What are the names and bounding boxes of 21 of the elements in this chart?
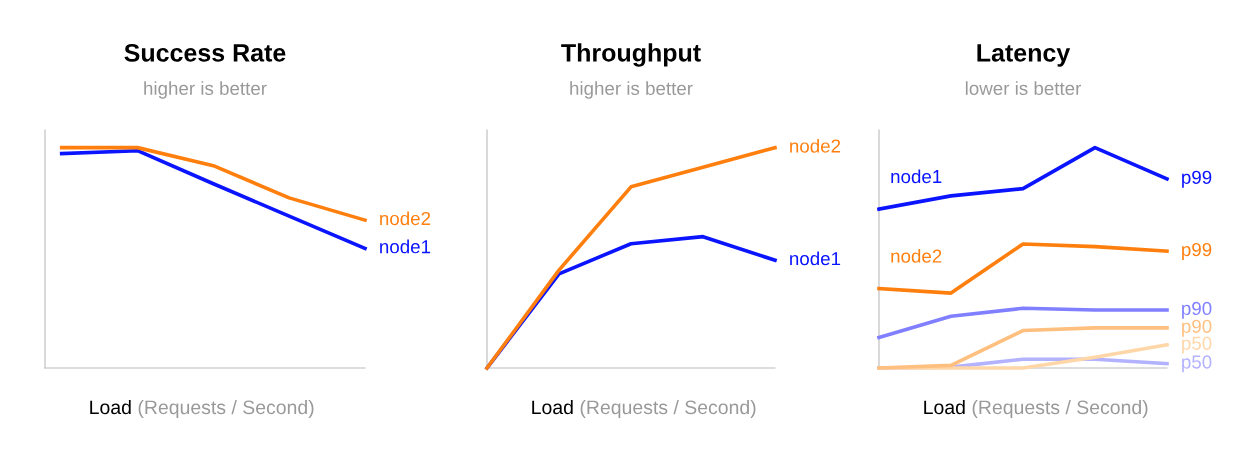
series-label: p50 (1182, 336, 1212, 354)
series-label: node2 (790, 138, 841, 153)
series-label: node2 (380, 211, 431, 226)
chart-title: Throughput (561, 43, 701, 67)
chart-title: Latency (977, 44, 1071, 67)
annotation: node1 (891, 169, 942, 184)
chart-subtitle: lower is better (965, 81, 1082, 96)
chart-subtitle: higher is better (144, 81, 267, 99)
x-axis-title: Load (Requests / Second) (924, 399, 1148, 419)
series-label: p99 (1182, 170, 1212, 188)
series-label: p90 (1182, 301, 1212, 319)
series-label: node1 (790, 251, 841, 266)
series-label: node1 (380, 239, 431, 254)
chart-subtitle: higher is better (570, 81, 693, 99)
chart-title: Success Rate (124, 44, 286, 62)
series-label: p90 (1182, 319, 1212, 337)
x-axis-title: Load (Requests / Second) (532, 399, 756, 419)
annotation: node2 (891, 248, 942, 263)
series-label: p99 (1182, 242, 1212, 260)
series-label: p50 (1182, 355, 1212, 373)
x-axis-title: Load (Requests / Second) (90, 399, 314, 419)
